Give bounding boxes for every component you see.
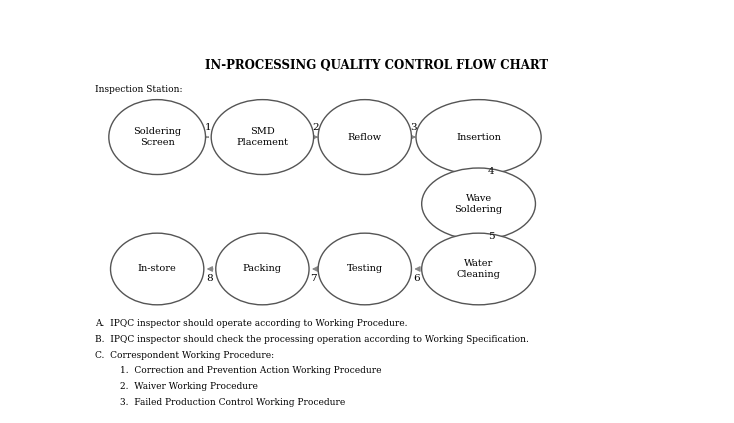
Text: Water
Cleaning: Water Cleaning — [457, 259, 501, 279]
Text: 7: 7 — [310, 274, 317, 283]
Ellipse shape — [211, 99, 313, 175]
Text: Reflow: Reflow — [348, 132, 382, 142]
Ellipse shape — [318, 233, 412, 305]
Text: 3.  Failed Production Control Working Procedure: 3. Failed Production Control Working Pro… — [120, 398, 346, 407]
Text: Testing: Testing — [346, 264, 383, 274]
Text: In-store: In-store — [138, 264, 177, 274]
Text: 8: 8 — [206, 274, 213, 283]
Text: 2: 2 — [313, 124, 319, 132]
Text: 5: 5 — [488, 232, 495, 241]
Text: C.  Correspondent Working Procedure:: C. Correspondent Working Procedure: — [95, 351, 274, 360]
Text: 6: 6 — [413, 274, 420, 283]
Text: Wave
Soldering: Wave Soldering — [454, 194, 503, 214]
Text: 1: 1 — [205, 124, 211, 132]
Ellipse shape — [416, 99, 541, 175]
Text: 3: 3 — [410, 124, 417, 132]
Ellipse shape — [421, 233, 536, 305]
Text: SMD
Placement: SMD Placement — [236, 127, 288, 147]
Ellipse shape — [216, 233, 309, 305]
Ellipse shape — [111, 233, 204, 305]
Text: A.  IPQC inspector should operate according to Working Procedure.: A. IPQC inspector should operate accordi… — [95, 319, 407, 329]
Text: 1.  Correction and Prevention Action Working Procedure: 1. Correction and Prevention Action Work… — [120, 366, 382, 375]
Ellipse shape — [318, 99, 412, 175]
Text: 2.  Waiver Working Procedure: 2. Waiver Working Procedure — [120, 382, 258, 391]
Text: Insertion: Insertion — [456, 132, 501, 142]
Text: 4: 4 — [488, 167, 495, 176]
Text: Packing: Packing — [243, 264, 282, 274]
Text: Inspection Station:: Inspection Station: — [95, 85, 182, 94]
Ellipse shape — [421, 168, 536, 240]
Text: Soldering
Screen: Soldering Screen — [133, 127, 181, 147]
Text: IN-PROCESSING QUALITY CONTROL FLOW CHART: IN-PROCESSING QUALITY CONTROL FLOW CHART — [205, 59, 548, 72]
Ellipse shape — [109, 99, 206, 175]
Text: B.  IPQC inspector should check the processing operation according to Working Sp: B. IPQC inspector should check the proce… — [95, 335, 528, 344]
